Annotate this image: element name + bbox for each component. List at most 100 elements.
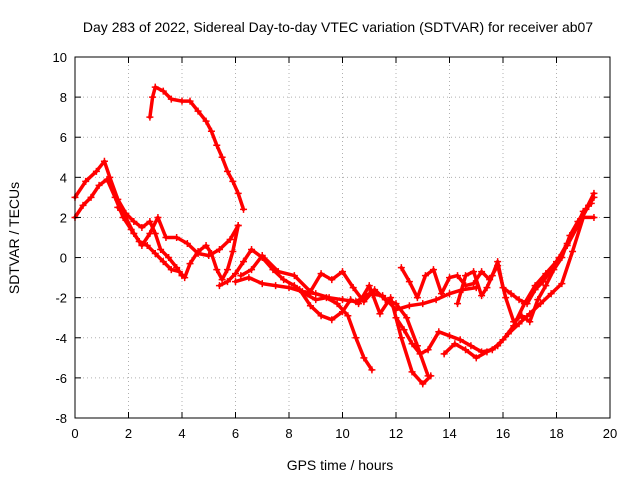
data-point xyxy=(151,83,159,91)
y-tick-label: -6 xyxy=(55,371,67,386)
series-trace xyxy=(148,85,246,212)
data-point xyxy=(312,290,320,298)
data-point xyxy=(429,266,437,274)
data-point xyxy=(579,207,587,215)
data-point xyxy=(365,282,373,290)
data-point xyxy=(547,290,555,298)
data-point xyxy=(408,340,416,348)
data-point xyxy=(397,334,405,342)
data-point xyxy=(165,254,173,262)
series-track-d xyxy=(146,83,248,213)
data-point xyxy=(229,177,237,185)
data-point xyxy=(347,296,355,304)
data-point xyxy=(186,260,194,268)
data-point xyxy=(419,300,427,308)
data-point xyxy=(454,272,462,280)
data-point xyxy=(416,350,424,358)
data-point xyxy=(446,290,453,298)
data-point xyxy=(437,290,445,298)
data-point xyxy=(215,246,223,254)
data-point xyxy=(114,203,122,211)
data-point xyxy=(317,270,325,278)
data-point xyxy=(539,278,547,286)
series-trace xyxy=(73,177,240,282)
data-point xyxy=(245,274,253,282)
series-track-l xyxy=(454,199,595,308)
data-point xyxy=(167,266,175,274)
data-point xyxy=(248,266,256,274)
data-point xyxy=(504,330,512,338)
x-tick-label: 16 xyxy=(496,426,510,441)
data-point xyxy=(114,195,122,203)
y-axis-label: SDTVAR / TECUs xyxy=(6,182,22,294)
data-point xyxy=(167,95,175,103)
series-trace xyxy=(116,205,240,258)
data-point xyxy=(547,266,555,274)
data-point xyxy=(183,240,191,248)
y-tick-label: 6 xyxy=(60,130,67,145)
data-point xyxy=(92,167,100,175)
data-point xyxy=(173,234,181,241)
x-axis-label: GPS time / hours xyxy=(287,457,394,473)
data-point xyxy=(186,97,194,105)
data-point xyxy=(587,199,595,207)
data-point xyxy=(328,316,336,324)
series-track-k xyxy=(440,213,598,362)
x-tick-label: 4 xyxy=(178,426,185,441)
data-point xyxy=(510,318,518,326)
x-tick-labels: 0 2 4 6 8 10 12 14 16 18 20 xyxy=(71,426,617,441)
x-tick-label: 8 xyxy=(285,426,292,441)
data-point xyxy=(100,157,108,165)
data-point xyxy=(403,314,411,322)
data-point xyxy=(483,284,491,292)
x-tick-label: 18 xyxy=(549,426,563,441)
data-point xyxy=(339,268,346,276)
data-point xyxy=(213,266,221,274)
data-point xyxy=(446,332,453,340)
data-point xyxy=(405,278,413,286)
data-point xyxy=(218,276,226,284)
series-track-h xyxy=(296,282,435,388)
tick-marks xyxy=(74,56,611,419)
data-point xyxy=(462,346,470,354)
data-point xyxy=(328,276,336,284)
data-point xyxy=(355,300,363,308)
chart-title: Day 283 of 2022, Sidereal Day-to-day VTE… xyxy=(83,19,593,35)
data-point xyxy=(229,248,237,256)
data-point xyxy=(558,280,566,288)
data-point xyxy=(194,250,202,258)
data-point xyxy=(215,282,223,290)
data-point xyxy=(87,193,95,201)
data-point xyxy=(240,205,248,213)
series-track-g xyxy=(237,252,432,380)
y-tick-label: 10 xyxy=(53,50,67,65)
data-point xyxy=(223,167,231,175)
data-point xyxy=(149,93,157,101)
data-point xyxy=(130,229,138,237)
data-point xyxy=(234,221,242,229)
data-point xyxy=(325,294,333,302)
data-point xyxy=(146,217,154,225)
data-point xyxy=(223,266,231,274)
data-point xyxy=(424,346,432,354)
data-point xyxy=(138,242,146,250)
data-point xyxy=(130,217,138,225)
data-point xyxy=(317,312,325,320)
data-point xyxy=(467,342,475,350)
data-point xyxy=(563,240,571,248)
data-point xyxy=(106,173,114,181)
data-point xyxy=(542,282,550,290)
y-tick-label: 0 xyxy=(60,251,67,266)
data-point xyxy=(223,278,231,286)
grid xyxy=(75,57,610,418)
data-point xyxy=(333,300,341,308)
data-point xyxy=(499,284,507,292)
data-point xyxy=(494,258,502,266)
data-point xyxy=(146,113,154,121)
data-point xyxy=(352,334,360,342)
data-point xyxy=(202,242,210,250)
data-point xyxy=(122,213,130,221)
data-point xyxy=(400,326,408,334)
y-tick-label: -8 xyxy=(55,411,67,426)
data-point xyxy=(387,294,395,302)
